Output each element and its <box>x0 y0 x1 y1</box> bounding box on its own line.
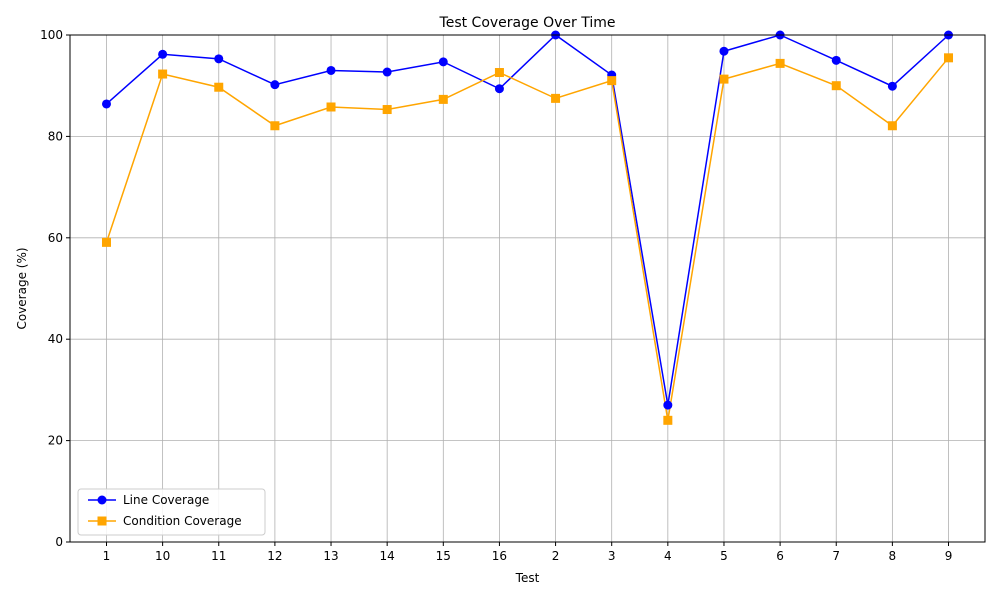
legend-label-line-coverage: Line Coverage <box>123 493 209 507</box>
y-tick-label: 80 <box>48 129 63 143</box>
condition-coverage-point <box>719 74 729 84</box>
x-tick-label: 13 <box>323 549 338 563</box>
condition-coverage-line <box>105 57 950 421</box>
chart-title: Test Coverage Over Time <box>439 15 616 31</box>
x-tick-label: 2 <box>552 549 560 563</box>
legend-box <box>77 488 266 536</box>
y-tick-label: 20 <box>48 434 63 448</box>
line-coverage-point <box>494 84 504 94</box>
x-tick-label: 11 <box>211 549 226 563</box>
line-coverage-point <box>887 81 897 91</box>
line-coverage-point <box>663 400 673 410</box>
condition-coverage-point <box>382 105 392 115</box>
y-tick-label: 60 <box>48 231 63 245</box>
line-coverage-point <box>101 99 111 109</box>
series-lines <box>105 34 950 421</box>
y-tick-label: 0 <box>55 535 63 549</box>
plot-frame <box>69 34 986 543</box>
condition-coverage-point <box>494 68 504 78</box>
x-tick-label: 5 <box>720 549 728 563</box>
x-axis-label: Test <box>515 571 540 585</box>
condition-coverage-point <box>326 102 336 112</box>
x-tick-label: 4 <box>664 549 672 563</box>
x-tick-label: 3 <box>608 549 616 563</box>
y-axis-ticks: 0 20 40 60 80 100 <box>40 28 70 549</box>
y-axis-label: Coverage (%) <box>15 247 29 329</box>
condition-coverage-point <box>551 93 561 103</box>
x-tick-label: 15 <box>436 549 451 563</box>
line-coverage-point <box>158 49 168 59</box>
series-markers <box>101 30 954 425</box>
x-tick-label: 10 <box>155 549 170 563</box>
y-tick-label: 100 <box>40 28 63 42</box>
line-coverage-point <box>382 67 392 77</box>
x-tick-label: 14 <box>380 549 395 563</box>
condition-coverage-point <box>438 94 448 104</box>
x-axis-ticks: 1 10 11 12 13 14 15 16 2 3 4 5 6 7 8 9 <box>103 542 953 563</box>
line-coverage-point <box>719 46 729 56</box>
condition-coverage-point <box>831 81 841 91</box>
grid <box>70 34 985 543</box>
condition-coverage-point <box>887 121 897 131</box>
x-tick-label: 8 <box>889 549 897 563</box>
line-coverage-point <box>214 54 224 64</box>
line-coverage-point <box>831 55 841 65</box>
condition-coverage-point <box>663 415 673 425</box>
x-tick-label: 1 <box>103 549 111 563</box>
x-tick-label: 7 <box>832 549 840 563</box>
x-tick-label: 16 <box>492 549 507 563</box>
legend-marker-condition-coverage <box>97 516 107 526</box>
legend-label-condition-coverage: Condition Coverage <box>123 514 242 528</box>
y-tick-label: 40 <box>48 332 63 346</box>
condition-coverage-point <box>101 237 111 247</box>
condition-coverage-point <box>944 53 954 63</box>
line-coverage-point <box>326 65 336 75</box>
x-tick-label: 9 <box>945 549 953 563</box>
condition-coverage-point <box>158 69 168 79</box>
condition-coverage-point <box>775 58 785 68</box>
legend: Line Coverage Condition Coverage <box>77 488 266 536</box>
condition-coverage-point <box>270 121 280 131</box>
legend-marker-line-coverage <box>97 495 107 505</box>
line-coverage-point <box>438 57 448 67</box>
x-tick-label: 12 <box>267 549 282 563</box>
condition-coverage-point <box>607 76 617 86</box>
line-coverage-line <box>105 34 950 406</box>
line-coverage-point <box>270 80 280 90</box>
condition-coverage-point <box>214 82 224 92</box>
x-tick-label: 6 <box>776 549 784 563</box>
